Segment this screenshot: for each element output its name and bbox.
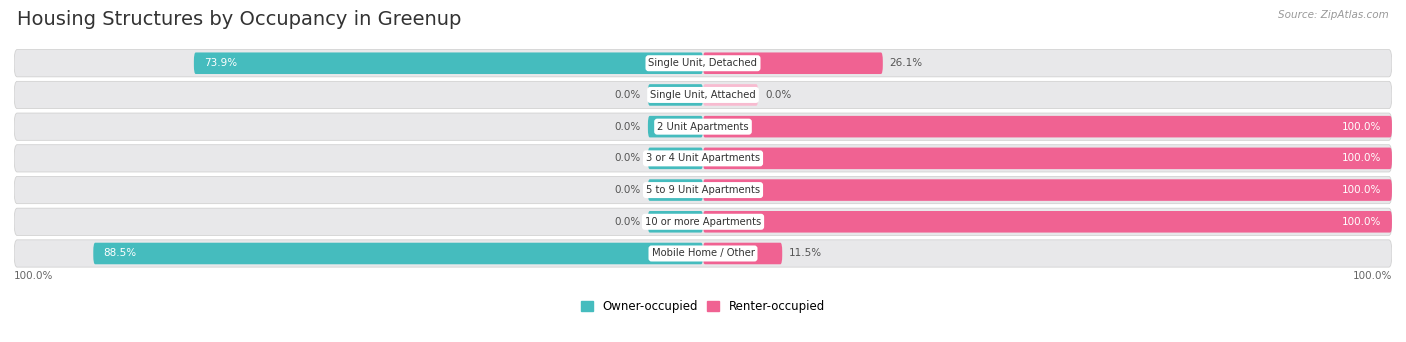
Text: 100.0%: 100.0% [1353, 271, 1392, 281]
Legend: Owner-occupied, Renter-occupied: Owner-occupied, Renter-occupied [576, 295, 830, 318]
Text: 10 or more Apartments: 10 or more Apartments [645, 217, 761, 227]
Text: 100.0%: 100.0% [1343, 217, 1382, 227]
FancyBboxPatch shape [648, 211, 703, 233]
FancyBboxPatch shape [703, 84, 758, 106]
Text: 2 Unit Apartments: 2 Unit Apartments [657, 122, 749, 132]
FancyBboxPatch shape [14, 208, 1392, 235]
FancyBboxPatch shape [14, 50, 1392, 77]
FancyBboxPatch shape [703, 116, 1392, 137]
Text: 11.5%: 11.5% [789, 249, 823, 259]
Text: Single Unit, Detached: Single Unit, Detached [648, 58, 758, 68]
Text: 0.0%: 0.0% [614, 217, 641, 227]
FancyBboxPatch shape [703, 179, 1392, 201]
Text: Housing Structures by Occupancy in Greenup: Housing Structures by Occupancy in Green… [17, 10, 461, 29]
Text: 0.0%: 0.0% [614, 122, 641, 132]
FancyBboxPatch shape [14, 81, 1392, 108]
FancyBboxPatch shape [703, 243, 782, 264]
FancyBboxPatch shape [703, 211, 1392, 233]
Text: Mobile Home / Other: Mobile Home / Other [651, 249, 755, 259]
Text: 100.0%: 100.0% [1343, 122, 1382, 132]
FancyBboxPatch shape [14, 176, 1392, 204]
Text: 5 to 9 Unit Apartments: 5 to 9 Unit Apartments [645, 185, 761, 195]
Text: 100.0%: 100.0% [1343, 185, 1382, 195]
Text: 0.0%: 0.0% [614, 90, 641, 100]
Text: 26.1%: 26.1% [890, 58, 922, 68]
FancyBboxPatch shape [703, 148, 1392, 169]
FancyBboxPatch shape [648, 84, 703, 106]
Text: 0.0%: 0.0% [614, 185, 641, 195]
FancyBboxPatch shape [648, 148, 703, 169]
FancyBboxPatch shape [93, 243, 703, 264]
Text: 88.5%: 88.5% [104, 249, 136, 259]
FancyBboxPatch shape [648, 116, 703, 137]
FancyBboxPatch shape [14, 145, 1392, 172]
Text: 100.0%: 100.0% [14, 271, 53, 281]
Text: 73.9%: 73.9% [204, 58, 238, 68]
Text: Single Unit, Attached: Single Unit, Attached [650, 90, 756, 100]
Text: 0.0%: 0.0% [765, 90, 792, 100]
FancyBboxPatch shape [194, 52, 703, 74]
Text: 0.0%: 0.0% [614, 153, 641, 163]
Text: 100.0%: 100.0% [1343, 153, 1382, 163]
Text: 3 or 4 Unit Apartments: 3 or 4 Unit Apartments [645, 153, 761, 163]
FancyBboxPatch shape [14, 240, 1392, 267]
FancyBboxPatch shape [14, 113, 1392, 140]
FancyBboxPatch shape [648, 179, 703, 201]
Text: Source: ZipAtlas.com: Source: ZipAtlas.com [1278, 10, 1389, 20]
FancyBboxPatch shape [703, 52, 883, 74]
